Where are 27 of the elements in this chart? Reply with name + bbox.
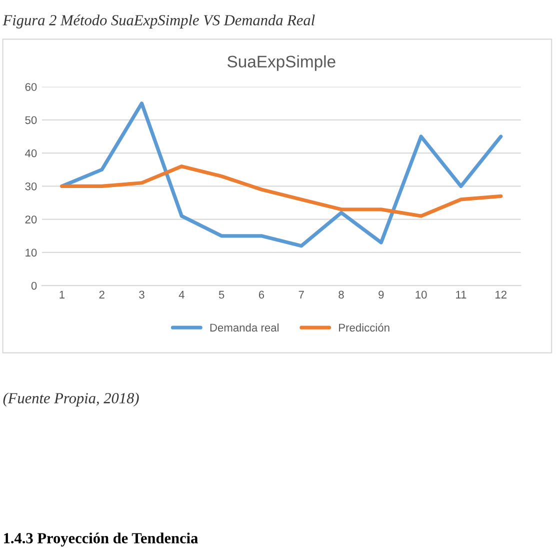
x-tick-label: 6: [258, 290, 264, 299]
x-tick-label: 11: [456, 290, 466, 299]
legend-label: Predicción: [339, 323, 390, 332]
text: 1.4.3 Proyección de Tendencia: [4, 532, 198, 546]
y-tick-label: 10: [26, 248, 37, 257]
y-tick-label: 20: [25, 216, 37, 224]
line-series: [60, 164, 503, 218]
line-series: [60, 102, 503, 248]
legend-label: Demanda real: [210, 323, 279, 332]
y-tick-label: 60: [25, 83, 37, 91]
x-tick-label: 9: [378, 290, 384, 299]
x-tick-label: 5: [218, 290, 224, 299]
x-tick-label: 1: [60, 290, 64, 299]
y-tick-label: 30: [25, 182, 37, 190]
x-tick-label: 10: [416, 290, 427, 299]
text: (Fuente Propia, 2018): [3, 392, 139, 406]
x-tick-label: 7: [298, 290, 304, 299]
y-tick-label: 50: [25, 116, 37, 124]
x-tick-label: 2: [99, 290, 104, 299]
chart-title: SuaExpSimple: [228, 55, 336, 71]
y-tick-label: 40: [25, 149, 37, 158]
y-tick-label: 0: [31, 282, 37, 290]
x-tick-label: 8: [338, 290, 344, 299]
x-tick-label: 4: [178, 290, 184, 299]
text: Figura 2 Método SuaExpSimple VS Demanda Real: [2, 14, 315, 28]
x-tick-label: 12: [496, 290, 506, 299]
x-tick-label: 3: [139, 290, 144, 299]
